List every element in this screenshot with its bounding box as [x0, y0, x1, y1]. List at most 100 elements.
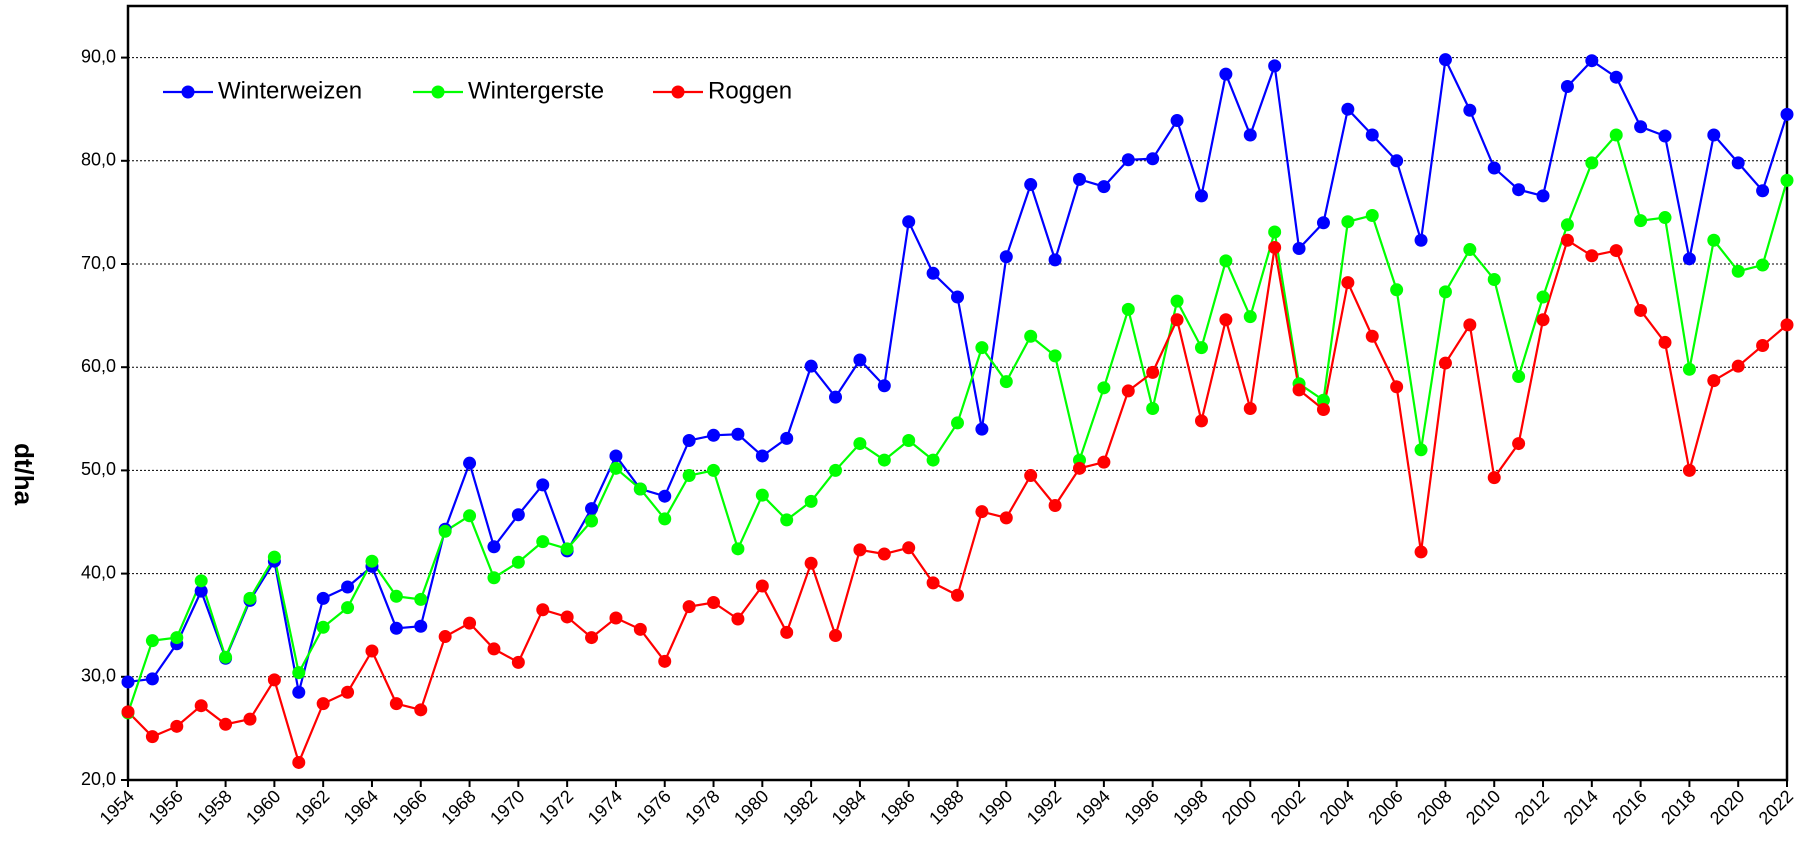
- data-point: [463, 616, 477, 630]
- data-point: [1487, 272, 1501, 286]
- data-point: [707, 428, 721, 442]
- data-point: [389, 697, 403, 711]
- data-point: [145, 672, 159, 686]
- data-point: [511, 508, 525, 522]
- data-point: [121, 675, 135, 689]
- data-point: [536, 603, 550, 617]
- data-point: [1146, 401, 1160, 415]
- data-point: [902, 433, 916, 447]
- data-point: [609, 611, 623, 625]
- data-point: [1414, 443, 1428, 457]
- data-point: [1682, 252, 1696, 266]
- legend-marker: [181, 85, 195, 99]
- data-point: [1316, 216, 1330, 230]
- y-tick-label: 20,0: [81, 769, 116, 789]
- x-tick-label: 1960: [242, 786, 284, 828]
- y-tick-label: 50,0: [81, 459, 116, 479]
- x-tick-label: 1976: [632, 786, 674, 828]
- data-point: [170, 631, 184, 645]
- data-point: [707, 595, 721, 609]
- x-tick-label: 2014: [1560, 786, 1602, 828]
- data-point: [1658, 211, 1672, 225]
- y-tick-label: 40,0: [81, 562, 116, 582]
- x-tick-label: 1980: [730, 786, 772, 828]
- data-point: [1536, 189, 1550, 203]
- data-point: [829, 463, 843, 477]
- x-tick-label: 2000: [1218, 786, 1260, 828]
- data-point: [1365, 128, 1379, 142]
- data-point: [780, 513, 794, 527]
- data-point: [560, 610, 574, 624]
- data-point: [1682, 463, 1696, 477]
- data-point: [1316, 393, 1330, 407]
- data-point: [463, 456, 477, 470]
- data-point: [1268, 225, 1282, 239]
- data-point: [1585, 156, 1599, 170]
- data-point: [194, 699, 208, 713]
- data-point: [780, 625, 794, 639]
- data-point: [1194, 414, 1208, 428]
- data-point: [1097, 381, 1111, 395]
- data-point: [1024, 178, 1038, 192]
- data-point: [853, 437, 867, 451]
- data-point: [1682, 362, 1696, 376]
- data-point: [585, 502, 599, 516]
- data-point: [609, 449, 623, 463]
- data-point: [1170, 313, 1184, 327]
- data-point: [1585, 54, 1599, 68]
- data-point: [1194, 189, 1208, 203]
- data-point: [1390, 380, 1404, 394]
- data-point: [682, 433, 696, 447]
- data-point: [1707, 233, 1721, 247]
- x-tick-label: 2016: [1608, 786, 1650, 828]
- data-point: [829, 390, 843, 404]
- x-tick-label: 1954: [96, 786, 138, 828]
- data-point: [1341, 102, 1355, 116]
- x-tick-label: 1964: [340, 786, 382, 828]
- data-point: [1438, 285, 1452, 299]
- x-tick-label: 2002: [1267, 786, 1309, 828]
- x-tick-label: 1982: [779, 786, 821, 828]
- data-point: [1341, 215, 1355, 229]
- data-point: [1170, 294, 1184, 308]
- data-point: [341, 580, 355, 594]
- x-tick-label: 1988: [925, 786, 967, 828]
- legend-label: Wintergerste: [468, 77, 604, 104]
- data-point: [1707, 374, 1721, 388]
- data-point: [853, 543, 867, 557]
- y-axis-label: dt/ha: [9, 443, 39, 506]
- data-point: [1634, 120, 1648, 134]
- data-point: [1536, 290, 1550, 304]
- data-point: [1219, 254, 1233, 268]
- data-point: [560, 542, 574, 556]
- data-point: [1146, 365, 1160, 379]
- data-point: [1438, 356, 1452, 370]
- data-point: [1487, 161, 1501, 175]
- x-tick-label: 2022: [1755, 786, 1797, 828]
- data-point: [145, 730, 159, 744]
- data-point: [1194, 341, 1208, 355]
- data-point: [438, 524, 452, 538]
- data-point: [1731, 359, 1745, 373]
- data-point: [1438, 53, 1452, 67]
- data-point: [877, 547, 891, 561]
- data-point: [341, 601, 355, 615]
- data-point: [1072, 461, 1086, 475]
- x-tick-label: 2010: [1462, 786, 1504, 828]
- data-point: [1756, 184, 1770, 198]
- data-point: [487, 571, 501, 585]
- data-point: [1756, 258, 1770, 272]
- data-point: [267, 550, 281, 564]
- data-point: [682, 600, 696, 614]
- data-point: [414, 703, 428, 717]
- data-point: [1780, 107, 1794, 121]
- data-point: [389, 621, 403, 635]
- data-point: [658, 512, 672, 526]
- data-point: [1707, 128, 1721, 142]
- legend-marker: [671, 85, 685, 99]
- data-point: [1170, 114, 1184, 128]
- data-point: [1268, 59, 1282, 73]
- data-point: [145, 634, 159, 648]
- data-point: [999, 250, 1013, 264]
- data-point: [1024, 469, 1038, 483]
